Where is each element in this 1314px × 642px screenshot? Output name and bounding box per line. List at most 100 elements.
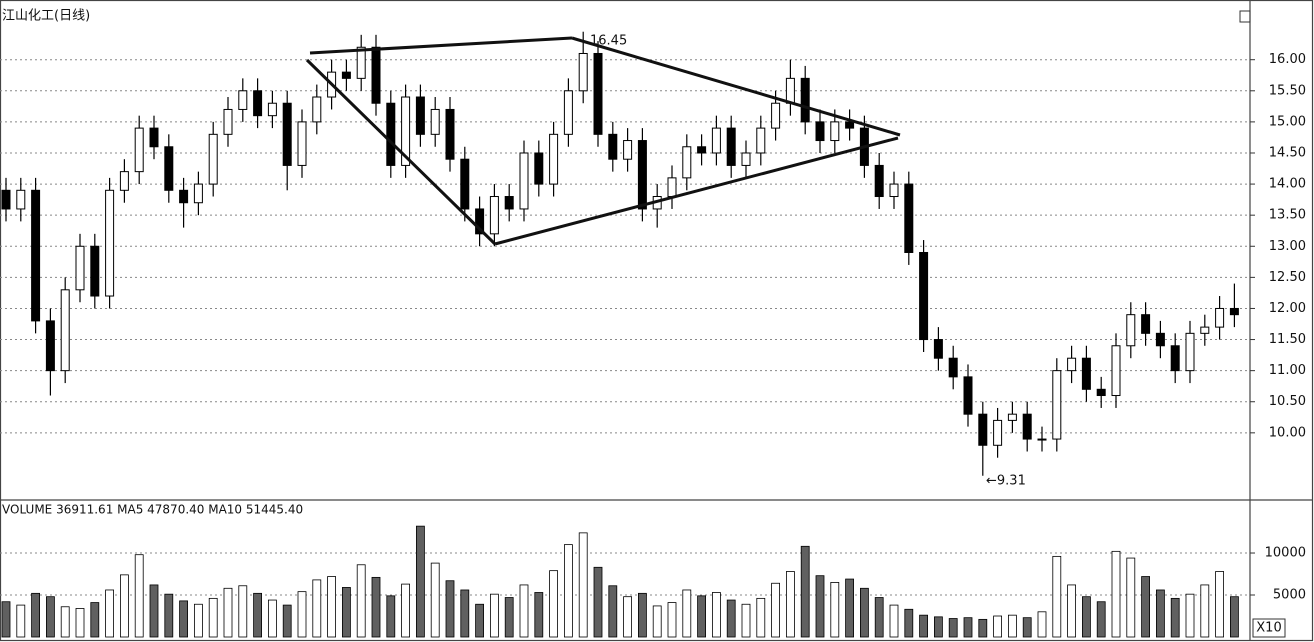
volume-bar: [919, 614, 928, 638]
volume-bar: [208, 597, 218, 638]
candle-body: [105, 189, 115, 297]
volume-bar: [845, 578, 854, 638]
candle-body: [75, 245, 85, 291]
candle-body: [164, 146, 174, 191]
volume-bar: [1037, 611, 1047, 638]
volume-bar: [1111, 550, 1121, 638]
volume-bar: [623, 596, 632, 638]
y-tick-label: 16.00: [1269, 52, 1306, 67]
candle-body: [963, 376, 973, 415]
volume-bar: [948, 618, 958, 638]
candle-body: [1215, 307, 1225, 328]
candle-body: [90, 245, 100, 297]
panel-icon: [1239, 10, 1251, 23]
candle-body: [1141, 314, 1151, 334]
candle-body: [312, 96, 322, 123]
candle-body: [534, 152, 544, 185]
candle-body: [1185, 332, 1195, 372]
candle-body: [223, 108, 233, 135]
volume-multiplier: X10: [1256, 621, 1281, 636]
candle-body: [800, 77, 810, 123]
volume-bar: [46, 596, 55, 638]
candle-body: [460, 158, 470, 210]
marks: 10.00 10.50 11.00 11.50 12.00 12.50 13.00 13.50…: [0, 31, 1306, 638]
volume-bar: [223, 587, 233, 638]
volume-bar: [120, 574, 129, 638]
candle-body: [578, 52, 588, 92]
y-tick-label: 12.00: [1269, 301, 1306, 316]
trend-line: [571, 36, 901, 137]
volume-bar: [652, 605, 662, 638]
candle-body: [31, 189, 41, 322]
y-tick-label: 13.50: [1269, 208, 1306, 223]
volume-bar: [726, 599, 736, 638]
volume-bar: [756, 597, 766, 638]
candle-body: [208, 133, 218, 185]
candle-body: [563, 90, 573, 135]
candle-body: [445, 108, 455, 160]
candle-body: [1081, 357, 1091, 390]
candle-body: [1155, 332, 1165, 347]
y-tick-label: 10.00: [1269, 425, 1306, 440]
volume-bar: [904, 608, 914, 638]
volume-bar: [564, 544, 573, 638]
candle-body: [993, 419, 1003, 446]
candle-body: [253, 90, 263, 117]
candle-body: [119, 171, 129, 191]
volume-bar: [238, 585, 248, 638]
candle-body: [267, 102, 277, 117]
volume-bar: [1096, 601, 1106, 638]
candle-body: [637, 140, 647, 210]
candle-body: [904, 183, 914, 253]
candle-body: [697, 146, 707, 154]
candle-body: [1052, 370, 1062, 440]
volume-bar: [134, 554, 144, 638]
candle-body: [919, 251, 929, 341]
volume-bar: [1156, 589, 1165, 638]
volume-bar: [356, 564, 366, 638]
volume-bar: [549, 570, 558, 638]
candle-body: [741, 152, 751, 166]
candle-body: [1111, 345, 1121, 397]
volume-bar: [800, 545, 810, 638]
volume-bar: [771, 582, 780, 638]
volume-bar: [75, 608, 85, 638]
trend-line: [309, 36, 573, 55]
volume-bar: [460, 589, 470, 638]
volume-bar: [282, 604, 292, 638]
candle-body: [1037, 438, 1047, 441]
volume-bar: [963, 617, 973, 638]
multiplier-box: [1252, 618, 1286, 638]
volume-bar: [638, 592, 647, 638]
volume-bar: [534, 592, 544, 638]
volume-bar: [860, 587, 869, 638]
candle-body: [771, 102, 781, 129]
annotation: 16.45: [590, 34, 627, 49]
volume-bar: [430, 562, 440, 638]
candle-body: [830, 121, 840, 142]
volume-bar: [786, 571, 795, 638]
volume-bar: [415, 525, 425, 638]
volume-bar: [830, 582, 840, 638]
volume-bar: [445, 580, 455, 638]
volume-header: VOLUME 36911.61 MA5 47870.40 MA10 51445.…: [2, 503, 303, 517]
candle-body: [45, 320, 55, 372]
volume-bar: [16, 604, 26, 638]
candle-body: [1096, 388, 1106, 397]
candle-body: [815, 121, 825, 142]
candle-body: [356, 46, 366, 79]
candle-body: [1067, 357, 1077, 372]
candle-body: [1007, 413, 1017, 421]
chart-title: 江山化工(日线): [2, 9, 90, 24]
candle-body: [519, 152, 529, 210]
volume-bar: [149, 584, 159, 638]
candle-body: [1022, 413, 1032, 440]
candle-body: [16, 189, 26, 210]
candle-body: [149, 127, 159, 148]
candle-body: [489, 196, 499, 235]
volume-bar: [312, 579, 322, 638]
volume-bar: [1082, 596, 1091, 638]
volume-bar: [1008, 614, 1017, 638]
volume-bar: [593, 566, 603, 638]
